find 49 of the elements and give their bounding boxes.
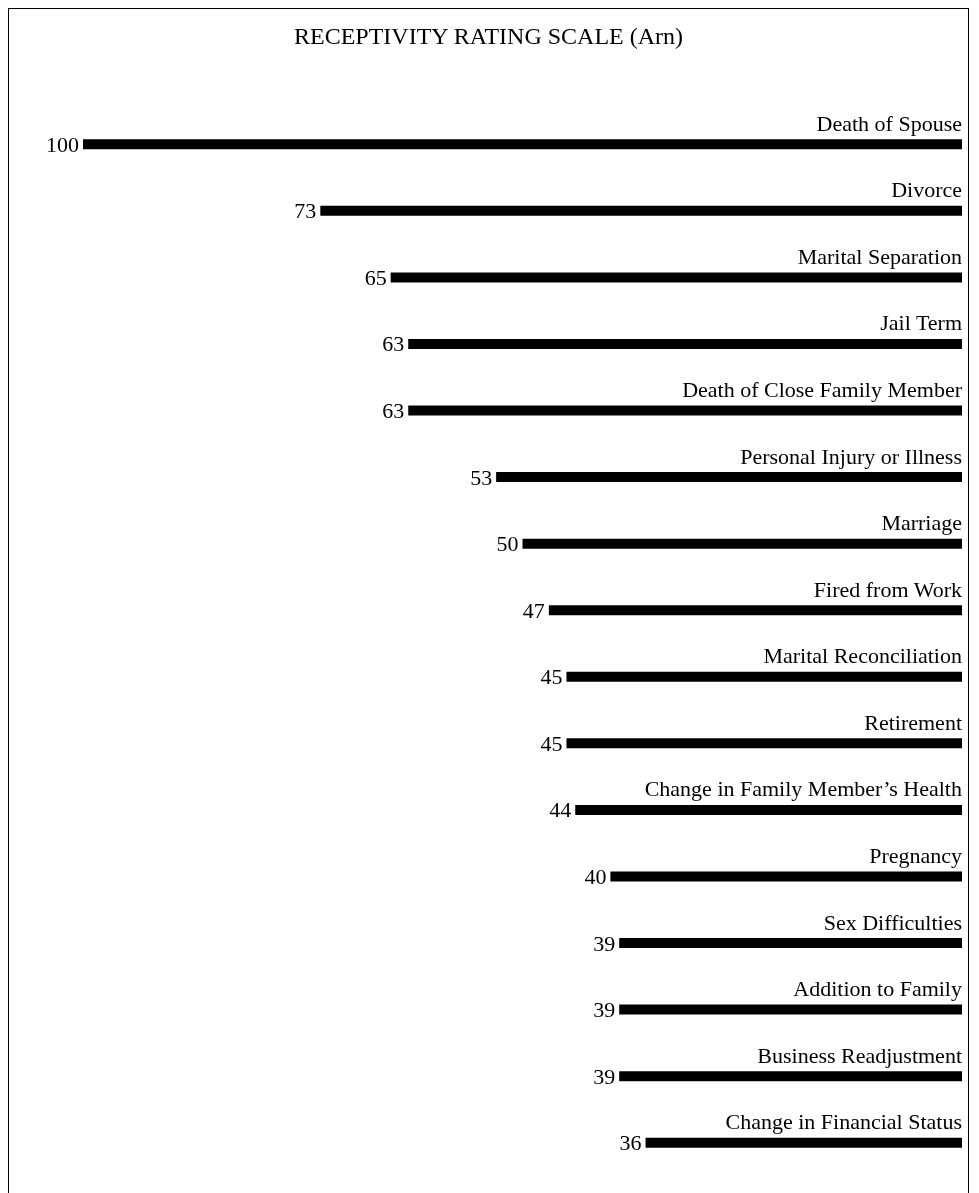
bar (645, 1137, 962, 1148)
y-tick-label: Fired from Work (813, 576, 962, 602)
y-tick-label: Marriage (881, 510, 962, 536)
bar (83, 139, 962, 150)
y-tick-label: Marital Separation (797, 243, 962, 269)
y-tick-label: Addition to Family (793, 976, 962, 1002)
data-label: 39 (593, 930, 616, 956)
chart-title: RECEPTIVITY RATING SCALE (Arn) (293, 23, 684, 49)
bar (408, 338, 962, 349)
bar (408, 405, 962, 416)
data-label: 40 (584, 863, 607, 889)
y-tick-label: Marital Reconciliation (763, 643, 962, 669)
bar (619, 938, 962, 949)
bar (566, 671, 962, 682)
bar (566, 738, 962, 749)
bar (619, 1004, 962, 1015)
bar (575, 804, 962, 815)
y-tick-label: Change in Family Member’s Health (644, 776, 962, 802)
data-label: 100 (46, 131, 79, 157)
y-tick-label: Death of Close Family Member (682, 377, 963, 403)
y-tick-label: Change in Financial Status (725, 1109, 962, 1135)
y-tick-label: Jail Term (880, 310, 962, 336)
bar (496, 472, 962, 483)
y-tick-label: Sex Difficulties (823, 909, 962, 935)
data-label: 36 (619, 1130, 642, 1156)
data-label: 44 (549, 797, 572, 823)
y-tick-label: Divorce (891, 177, 962, 203)
data-label: 39 (593, 1063, 616, 1089)
data-label: 39 (593, 997, 616, 1023)
data-label: 63 (382, 331, 405, 357)
data-label: 73 (294, 198, 317, 224)
bar (390, 272, 962, 283)
data-label: 53 (470, 464, 493, 490)
data-label: 63 (382, 398, 405, 424)
y-tick-label: Business Readjustment (757, 1042, 962, 1068)
data-label: 65 (364, 264, 387, 290)
bar (522, 538, 962, 549)
bar (610, 871, 962, 882)
bar (320, 205, 962, 216)
bar (548, 605, 962, 616)
bar (619, 1071, 962, 1082)
y-tick-label: Personal Injury or Illness (740, 443, 962, 469)
y-tick-label: Death of Spouse (816, 110, 962, 136)
data-label: 50 (496, 531, 519, 557)
data-label: 45 (540, 664, 563, 690)
y-tick-label: Pregnancy (869, 842, 962, 868)
data-label: 45 (540, 730, 563, 756)
y-tick-label: Retirement (864, 709, 962, 735)
data-label: 47 (522, 597, 545, 623)
